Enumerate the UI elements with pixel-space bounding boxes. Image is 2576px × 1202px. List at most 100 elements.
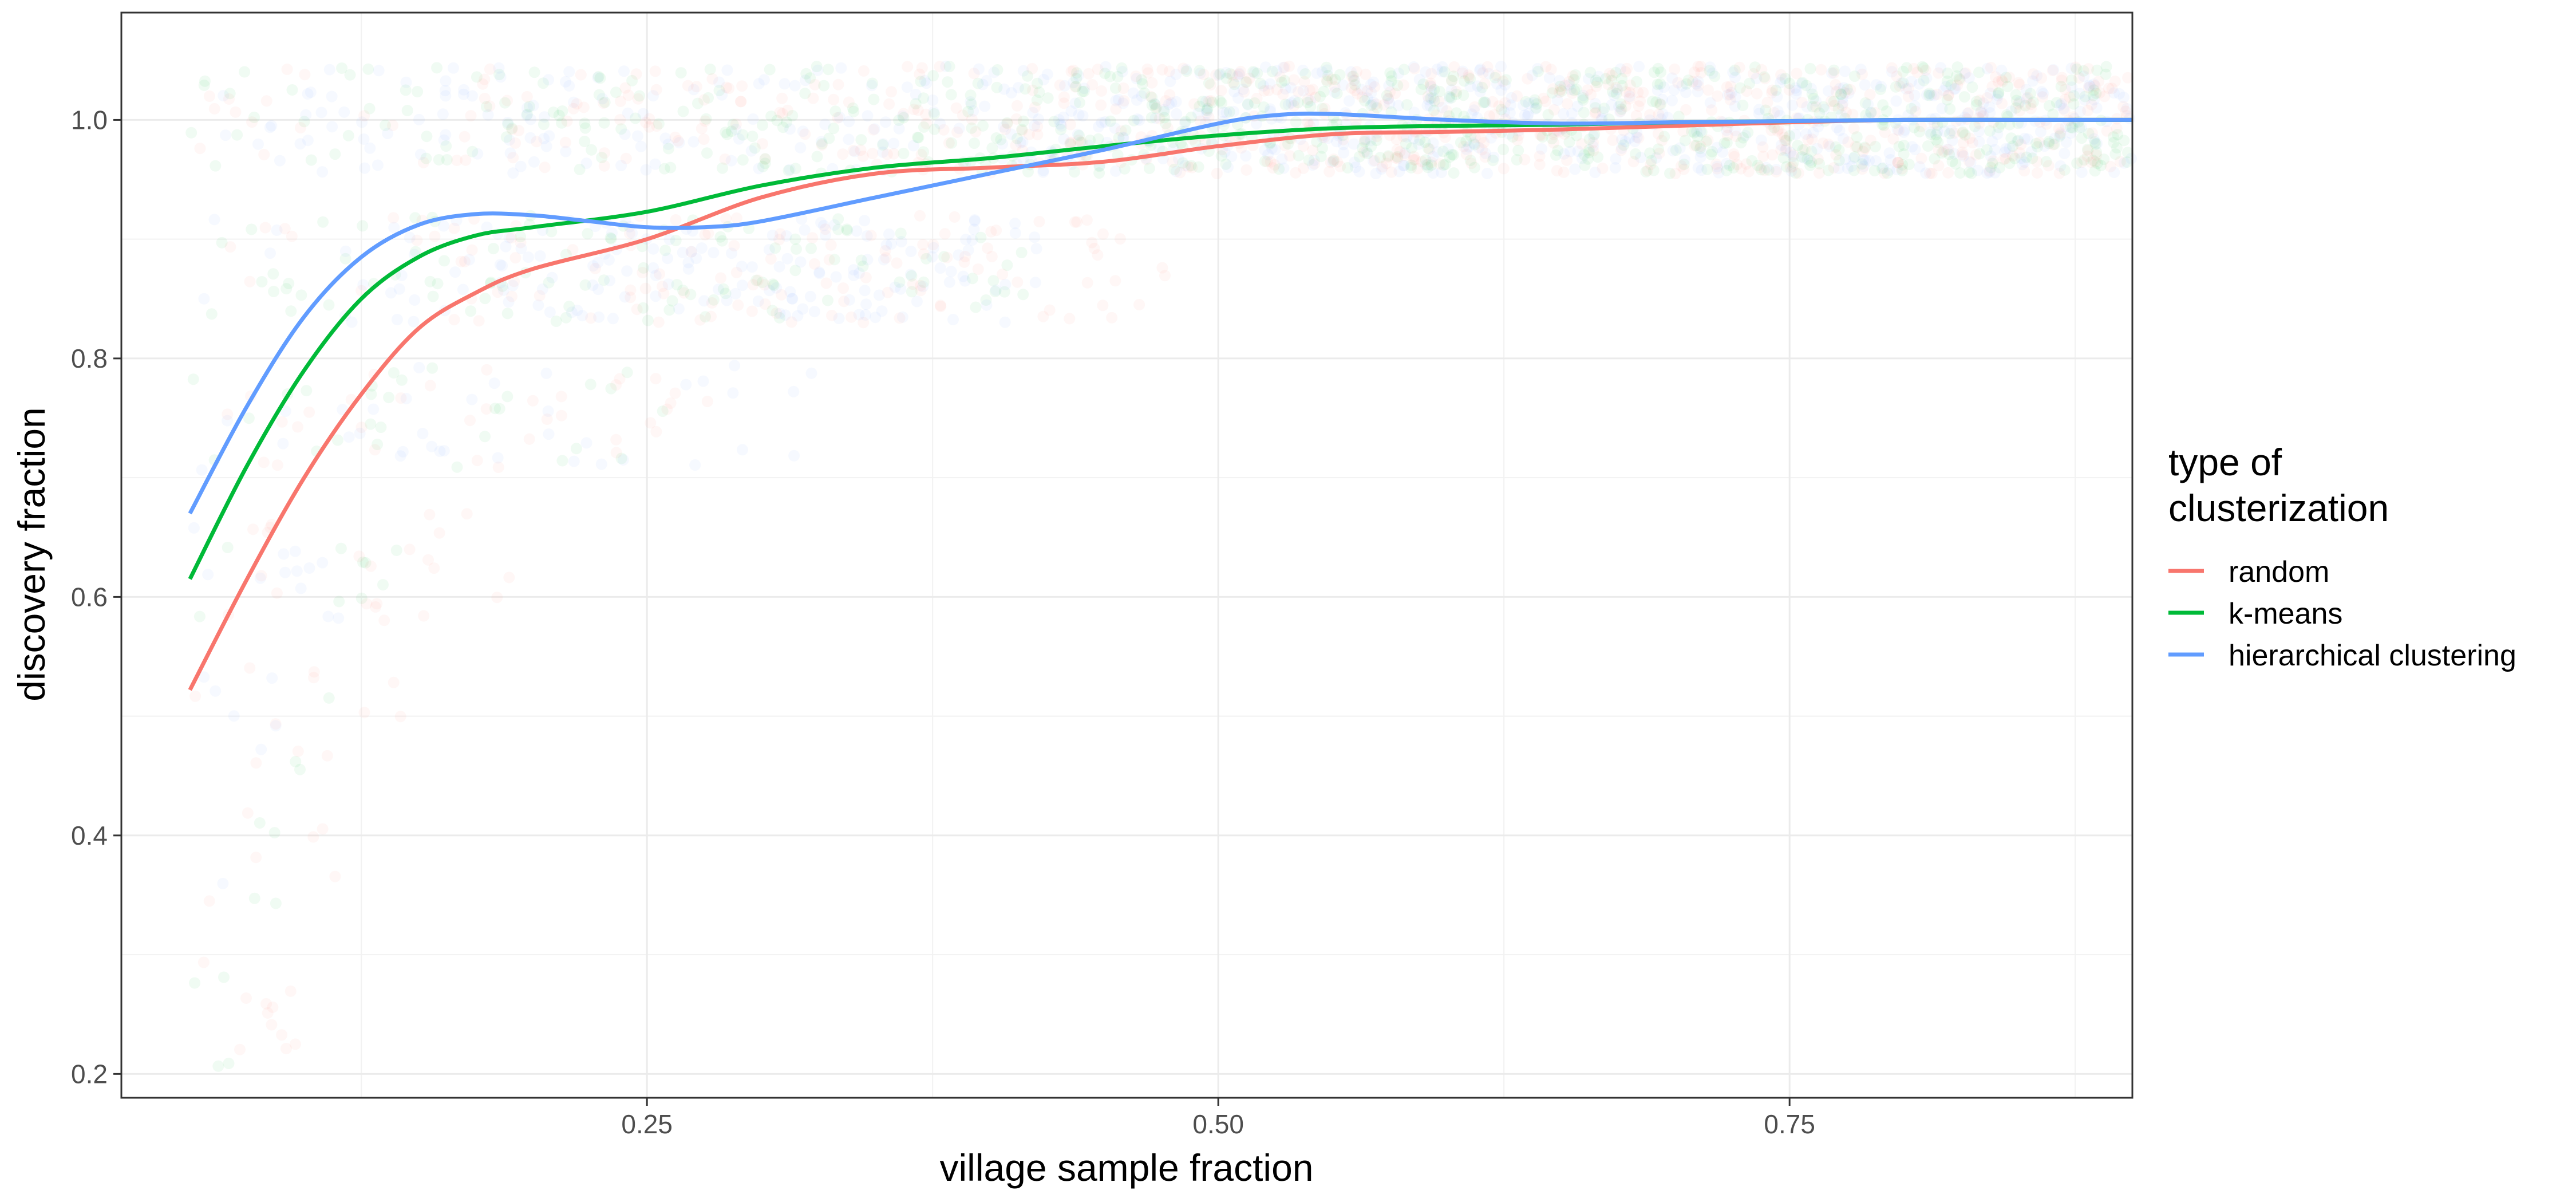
data-point — [1909, 89, 1921, 101]
data-point — [247, 523, 259, 535]
data-point — [1371, 102, 1383, 114]
data-point — [862, 254, 874, 266]
data-point — [559, 136, 571, 148]
data-point — [283, 278, 295, 289]
data-point — [1479, 96, 1491, 108]
data-point — [1361, 92, 1373, 104]
data-point — [1092, 133, 1104, 145]
data-point — [1757, 151, 1769, 162]
data-point — [820, 277, 832, 289]
data-point — [467, 145, 479, 157]
data-point — [1424, 143, 1436, 155]
data-point — [339, 245, 351, 257]
data-point — [1013, 82, 1024, 94]
data-point — [1262, 85, 1274, 97]
data-point — [222, 542, 234, 553]
data-point — [1847, 152, 1859, 164]
data-point — [567, 103, 579, 115]
data-point — [1405, 159, 1417, 171]
x-tick-label: 0.50 — [1192, 1109, 1244, 1139]
data-point — [2053, 167, 2065, 179]
data-point — [1728, 151, 1740, 163]
data-point — [1619, 100, 1631, 112]
data-point — [1384, 67, 1396, 79]
data-point — [1910, 105, 1922, 117]
data-point — [730, 266, 742, 278]
data-point — [1276, 153, 1288, 165]
data-point — [1925, 89, 1937, 101]
data-point — [503, 296, 515, 308]
data-point — [904, 269, 916, 281]
data-point — [353, 550, 365, 562]
data-point — [756, 277, 768, 288]
data-point — [575, 69, 587, 81]
data-point — [604, 275, 615, 286]
data-point — [1870, 155, 1882, 167]
data-point — [986, 251, 998, 262]
data-point — [1823, 164, 1834, 176]
data-point — [1796, 77, 1808, 89]
data-point — [246, 116, 258, 128]
data-point — [2100, 68, 2112, 80]
data-point — [1931, 126, 1943, 137]
data-point — [2056, 72, 2068, 84]
data-point — [750, 274, 762, 286]
data-point — [439, 85, 451, 97]
data-point — [1614, 106, 1626, 118]
data-point — [567, 244, 579, 256]
data-point — [598, 160, 610, 172]
data-point — [2118, 157, 2130, 169]
data-point — [1093, 121, 1104, 133]
data-point — [953, 249, 965, 261]
data-point — [975, 231, 987, 243]
data-point — [259, 222, 271, 234]
data-point — [532, 299, 544, 311]
data-point — [308, 672, 320, 684]
data-point — [1993, 121, 2005, 133]
data-point — [451, 155, 463, 166]
data-point — [1318, 86, 1330, 97]
data-point — [1420, 66, 1432, 78]
data-point — [271, 587, 283, 599]
data-point — [1567, 70, 1579, 82]
data-point — [706, 73, 718, 85]
data-point — [2082, 144, 2094, 156]
data-point — [809, 78, 821, 90]
data-point — [1173, 153, 1184, 165]
data-point — [1828, 100, 1840, 112]
data-point — [1664, 167, 1676, 179]
data-point — [1966, 137, 1978, 149]
data-point — [1282, 138, 1294, 150]
data-point — [1958, 91, 1970, 103]
data-point — [1859, 97, 1871, 109]
data-point — [1876, 163, 1888, 175]
data-point — [1202, 103, 1214, 115]
data-point — [1446, 74, 1458, 86]
data-point — [343, 431, 355, 443]
data-point — [308, 666, 320, 678]
data-point — [658, 287, 670, 299]
data-point — [2108, 166, 2120, 178]
data-point — [626, 74, 638, 86]
data-point — [248, 892, 260, 904]
data-point — [901, 81, 913, 93]
data-point — [2071, 157, 2083, 169]
data-point — [1382, 93, 1394, 105]
data-point — [501, 94, 513, 107]
data-point — [823, 132, 835, 144]
data-point — [1468, 104, 1480, 116]
data-point — [1064, 138, 1076, 150]
data-point — [935, 301, 947, 313]
data-point — [1104, 70, 1116, 82]
data-point — [428, 562, 440, 574]
data-point — [2088, 84, 2100, 96]
data-point — [1171, 108, 1183, 120]
data-point — [2073, 88, 2085, 100]
data-point — [880, 252, 892, 264]
data-point — [1259, 155, 1271, 167]
data-point — [1992, 76, 2004, 88]
data-point — [1078, 85, 1090, 97]
data-point — [1511, 134, 1523, 146]
data-point — [268, 827, 280, 839]
data-point — [877, 146, 889, 158]
